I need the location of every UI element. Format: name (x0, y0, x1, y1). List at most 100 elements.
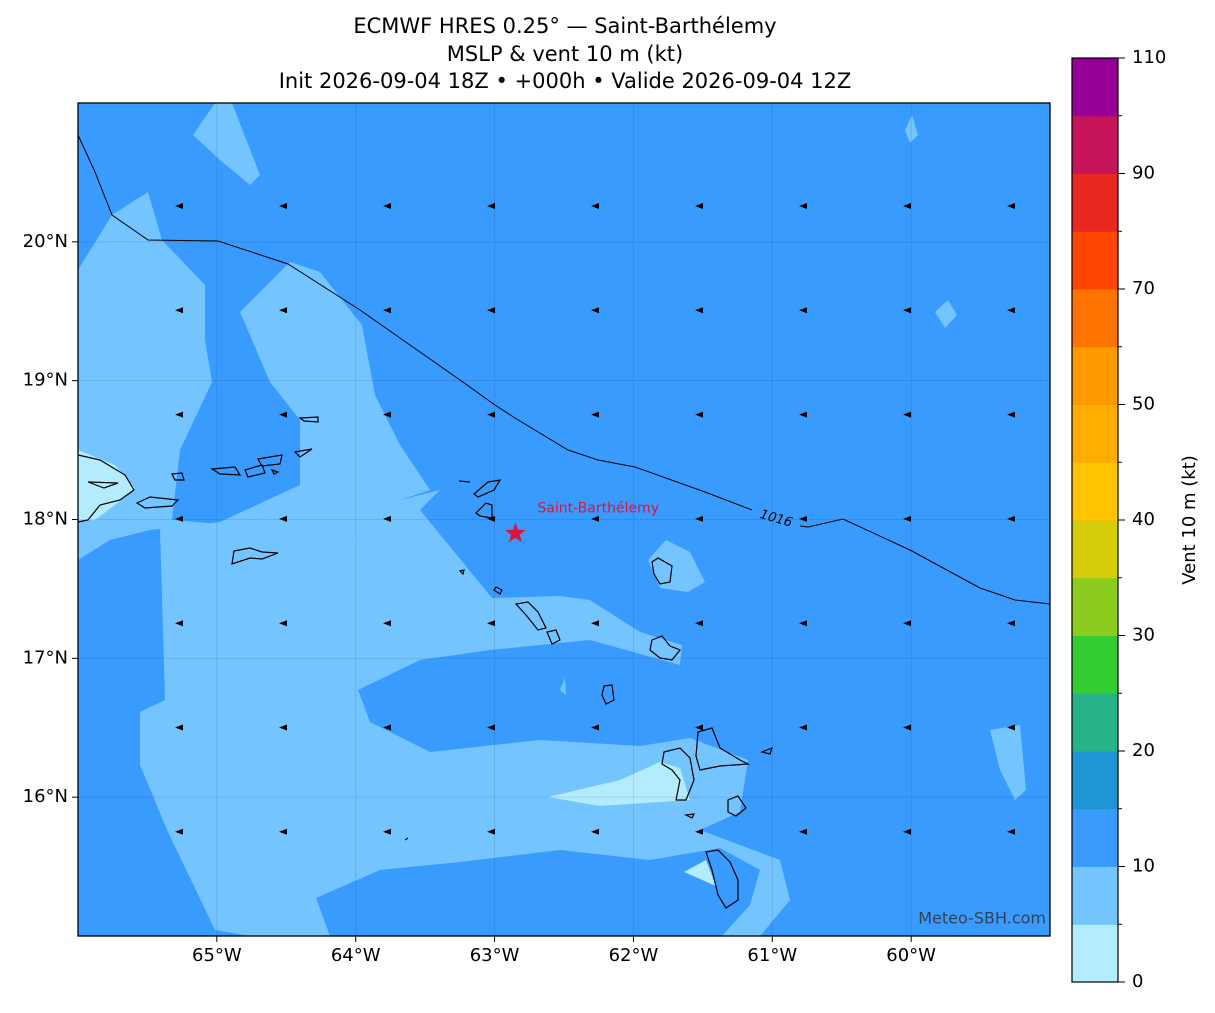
wind-arrow (591, 724, 599, 731)
wind-arrow (591, 515, 599, 522)
wind-arrow (799, 411, 807, 418)
colorbar-tick-label: 90 (1132, 163, 1155, 184)
title: ECMWF HRES 0.25° — Saint-Barthélemy (353, 14, 776, 38)
x-tick-label: 64°W (331, 945, 381, 966)
colorbar-tick-label: 30 (1132, 625, 1155, 646)
coastlines (78, 416, 773, 909)
wind-arrow (1007, 203, 1015, 209)
wind-arrow (591, 620, 599, 627)
wind-arrow (1007, 515, 1015, 522)
wind-arrow (695, 515, 703, 522)
wind-arrow (903, 307, 911, 314)
wind-arrow (903, 724, 911, 731)
map-area: 1016 Meteo-SBH.com (78, 103, 1050, 936)
wind-arrow (695, 411, 703, 418)
wind-arrow (591, 203, 599, 209)
wind-arrow (175, 828, 183, 835)
wind-arrow (383, 203, 391, 209)
colorbar-band (1072, 693, 1118, 752)
wind-arrow (799, 620, 807, 627)
wind-arrow (279, 203, 287, 209)
wind-arrow (383, 620, 391, 627)
wind-arrow (279, 515, 287, 522)
wind-arrow (695, 203, 703, 209)
wind-arrow (279, 411, 287, 418)
wind-arrow (903, 203, 911, 209)
wind-arrow (175, 307, 183, 314)
colorbar-band (1072, 58, 1118, 117)
wind-arrow (903, 411, 911, 418)
wind-arrow (383, 307, 391, 314)
wind-arrow (383, 724, 391, 731)
colorbar-band (1072, 346, 1118, 405)
colorbar-tick-label: 110 (1132, 47, 1166, 68)
wind-arrow (1007, 411, 1015, 418)
wind-arrow (799, 828, 807, 835)
wind-arrow (175, 724, 183, 731)
colorbar-band (1072, 115, 1118, 174)
y-tick-label: 18°N (23, 509, 68, 530)
wind-arrow (487, 828, 495, 835)
wind-arrow (487, 724, 495, 731)
colorbar-label: Vent 10 m (kt) (1179, 455, 1200, 585)
watermark: Meteo-SBH.com (918, 909, 1046, 928)
colorbar-band (1072, 404, 1118, 463)
colorbar-tick-label: 0 (1132, 971, 1143, 992)
wind-arrow (591, 411, 599, 418)
colorbar-band (1072, 577, 1118, 636)
colorbar-band (1072, 866, 1118, 925)
y-tick-label: 19°N (23, 370, 68, 391)
subtitle: MSLP & vent 10 m (kt) (447, 42, 683, 66)
wind-arrow (591, 307, 599, 314)
wind-fill-0-5 (78, 450, 716, 886)
wind-arrow (799, 724, 807, 731)
colorbar-band (1072, 520, 1118, 579)
wind-arrow (695, 724, 703, 731)
colorbar-band (1072, 231, 1118, 290)
colorbar-band (1072, 751, 1118, 810)
wind-arrow (487, 307, 495, 314)
wind-arrow (279, 724, 287, 731)
wind-arrow (695, 307, 703, 314)
colorbar-tick-label: 40 (1132, 509, 1155, 530)
colorbar-band (1072, 289, 1118, 348)
y-tick-label: 16°N (23, 786, 68, 807)
colorbar-tick-label: 10 (1132, 856, 1155, 877)
wind-arrow (903, 620, 911, 627)
y-tick-label: 20°N (23, 231, 68, 252)
x-tick-label: 62°W (609, 945, 659, 966)
wind-arrow (903, 828, 911, 835)
wind-arrow (487, 411, 495, 418)
location-star (504, 522, 526, 543)
wind-arrow (487, 620, 495, 627)
wind-arrow (175, 515, 183, 522)
x-tick-label: 61°W (747, 945, 797, 966)
isobar (78, 134, 753, 511)
wind-arrow (487, 515, 495, 522)
wind-arrow (1007, 828, 1015, 835)
wind-arrow (695, 828, 703, 835)
subtitle: Init 2026-09-04 18Z • +000h • Valide 202… (279, 69, 852, 93)
wind-arrow (903, 515, 911, 522)
wind-arrow (383, 411, 391, 418)
colorbar-tick-label: 50 (1132, 394, 1155, 415)
graticule (78, 103, 1050, 936)
wind-arrow (279, 828, 287, 835)
wind-barbs (175, 203, 1015, 835)
wind-fill-5-10 (78, 103, 1050, 936)
wind-arrow (799, 203, 807, 209)
location-label: Saint-Barthélemy (537, 500, 659, 516)
wind-arrow (175, 620, 183, 627)
wind-arrow (279, 307, 287, 314)
colorbar-band (1072, 635, 1118, 694)
isobar (799, 518, 1050, 605)
colorbar-tick-label: 20 (1132, 740, 1155, 761)
colorbar-band (1072, 462, 1118, 521)
y-tick-label: 17°N (23, 647, 68, 668)
x-tick-label: 60°W (886, 945, 936, 966)
wind-arrow (695, 620, 703, 627)
wind-arrow (383, 828, 391, 835)
wind-arrow (1007, 724, 1015, 731)
wind-arrow (591, 828, 599, 835)
